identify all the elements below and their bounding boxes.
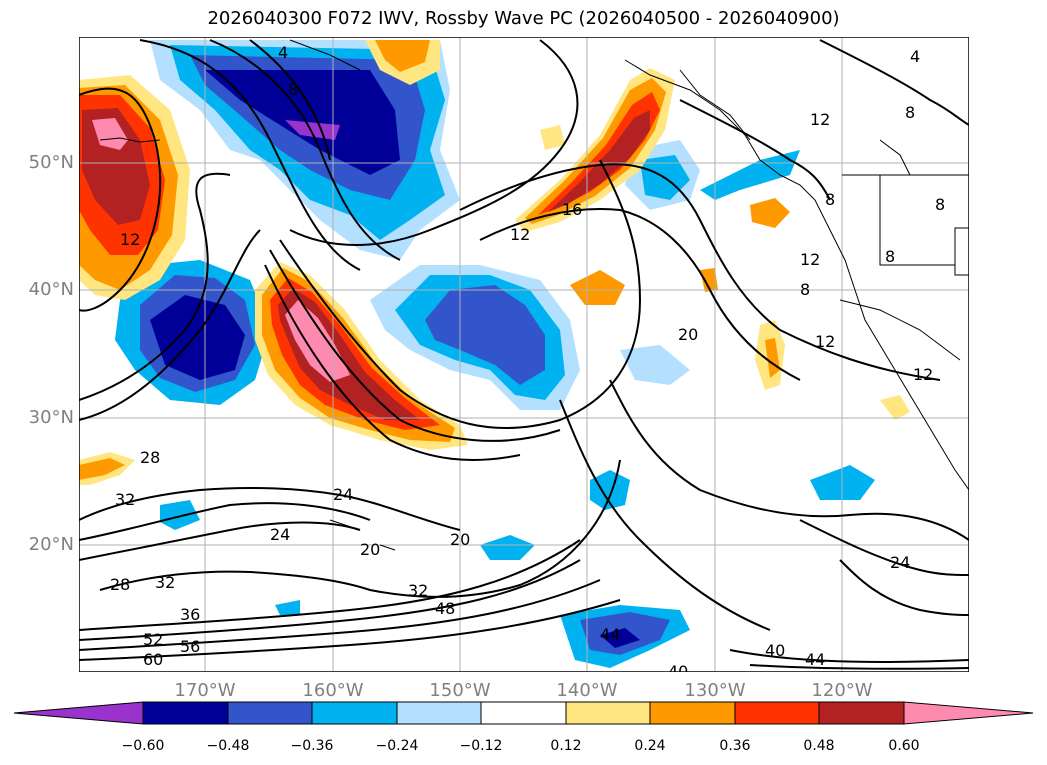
contour-label: 8 bbox=[288, 80, 298, 99]
colorbar bbox=[13, 701, 1034, 725]
contour-label: 24 bbox=[270, 525, 290, 544]
colorbar-tick-label: 0.12 bbox=[550, 738, 582, 754]
contour-label: 16 bbox=[562, 200, 582, 219]
contour-label: 12 bbox=[810, 110, 830, 129]
contour-label: 12 bbox=[120, 230, 140, 249]
contour-label: 44 bbox=[805, 650, 825, 669]
contour-label: 8 bbox=[885, 247, 895, 266]
contour-label: 20 bbox=[450, 530, 470, 549]
colorbar-tick-label: −0.48 bbox=[206, 738, 250, 754]
contour-label: 32 bbox=[115, 490, 135, 509]
lon-label-150w: 150°W bbox=[429, 680, 491, 701]
contour-label: 12 bbox=[510, 225, 530, 244]
graticule bbox=[79, 37, 969, 672]
contour-label: 60 bbox=[143, 650, 163, 669]
contour-label: 28 bbox=[110, 575, 130, 594]
contour-label: 12 bbox=[913, 365, 933, 384]
colorbar-tick-label: 0.60 bbox=[888, 738, 920, 754]
contour-label: 28 bbox=[140, 448, 160, 467]
iwv-contours bbox=[79, 39, 969, 670]
lat-label-50n: 50°N bbox=[28, 152, 74, 173]
contour-labels: 4 8 12 12 16 20 20 20 24 24 24 28 28 32 … bbox=[110, 43, 945, 681]
contour-label: 52 bbox=[143, 630, 163, 649]
colorbar-tick-label: −0.60 bbox=[121, 738, 165, 754]
colorbar-tick-label: −0.24 bbox=[375, 738, 419, 754]
contour-label: 40 bbox=[765, 641, 785, 660]
lon-label-130w: 130°W bbox=[684, 680, 746, 701]
contour-label: 20 bbox=[678, 325, 698, 344]
colorbar-tick-label: 0.24 bbox=[634, 738, 666, 754]
contour-label: 32 bbox=[408, 581, 428, 600]
lon-label-160w: 160°W bbox=[302, 680, 364, 701]
contour-label: 44 bbox=[600, 625, 620, 644]
negative-anomaly-fill bbox=[115, 40, 875, 668]
lon-label-140w: 140°W bbox=[556, 680, 618, 701]
contour-label: 8 bbox=[905, 103, 915, 122]
contour-label: 8 bbox=[825, 190, 835, 209]
map-title: 2026040300 F072 IWV, Rossby Wave PC (202… bbox=[207, 8, 840, 29]
colorbar-tick-label: 0.36 bbox=[719, 738, 751, 754]
contour-label: 56 bbox=[180, 637, 200, 656]
colorbar-tick-label: −0.36 bbox=[290, 738, 334, 754]
map-plot-area: 4 8 12 12 16 20 20 20 24 24 24 28 28 32 … bbox=[79, 37, 969, 681]
contour-label: 4 bbox=[278, 43, 288, 62]
contour-label: 12 bbox=[800, 250, 820, 269]
colorbar-tick-label: −0.12 bbox=[459, 738, 503, 754]
contour-label: 24 bbox=[890, 553, 910, 572]
contour-label: 4 bbox=[910, 47, 920, 66]
contour-label: 8 bbox=[800, 280, 810, 299]
lat-label-30n: 30°N bbox=[28, 407, 74, 428]
lon-label-120w: 120°W bbox=[811, 680, 873, 701]
contour-label: 24 bbox=[333, 485, 353, 504]
lon-label-170w: 170°W bbox=[174, 680, 236, 701]
colorbar-tick-label: 0.48 bbox=[803, 738, 835, 754]
contour-label: 32 bbox=[155, 573, 175, 592]
contour-label: 36 bbox=[180, 605, 200, 624]
contour-label: 40 bbox=[668, 662, 688, 681]
lat-label-20n: 20°N bbox=[28, 534, 74, 555]
contour-label: 20 bbox=[360, 540, 380, 559]
contour-label: 48 bbox=[435, 599, 455, 618]
contour-label: 8 bbox=[935, 195, 945, 214]
lat-label-40n: 40°N bbox=[28, 279, 74, 300]
contour-label: 12 bbox=[815, 332, 835, 351]
